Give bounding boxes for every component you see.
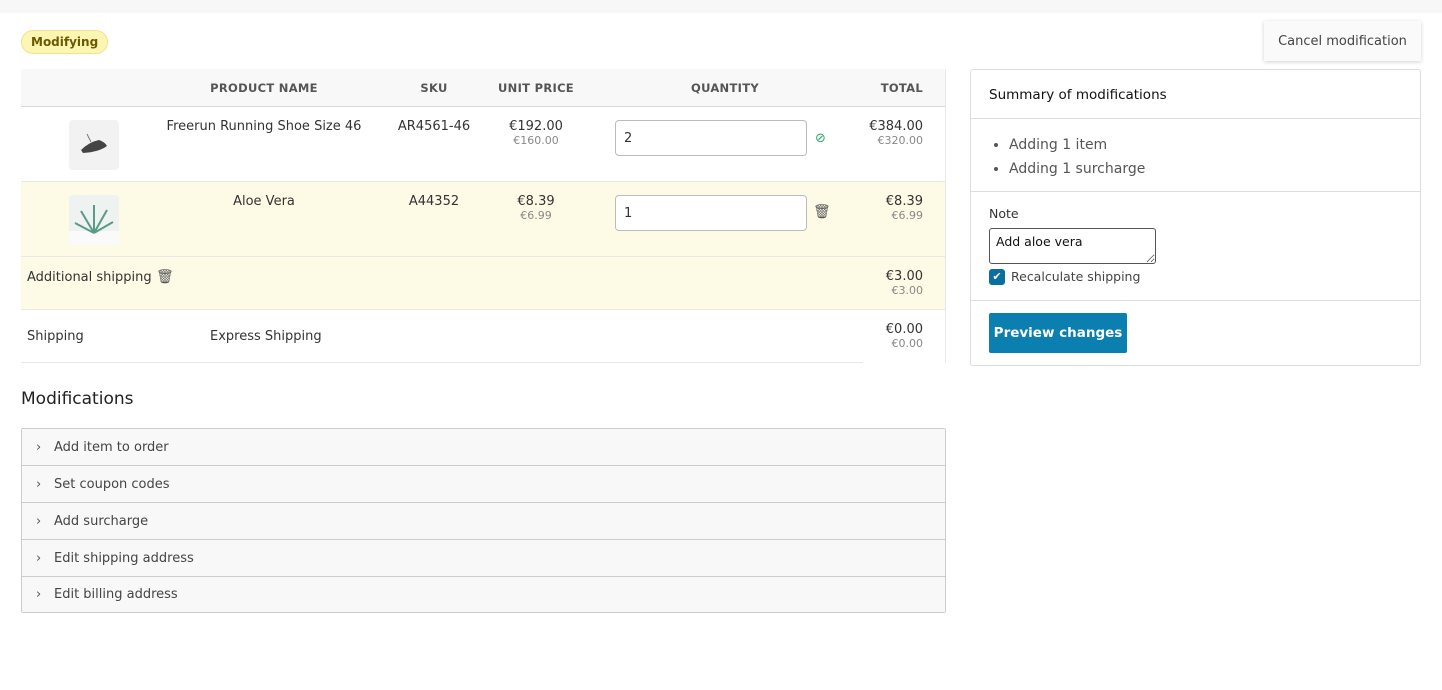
header-quantity: QUANTITY bbox=[691, 81, 759, 95]
shoe-image bbox=[81, 133, 107, 153]
product-name: Aloe Vera bbox=[233, 194, 295, 209]
aloe-image bbox=[69, 205, 119, 245]
quantity-input[interactable] bbox=[615, 120, 807, 156]
product-sku: A44352 bbox=[408, 194, 460, 209]
product-sku: AR4561-46 bbox=[397, 119, 471, 134]
line-total: €384.00 €320.00 bbox=[869, 119, 923, 147]
preview-section: Preview changes bbox=[971, 301, 1420, 365]
top-bar bbox=[0, 0, 1442, 13]
total-gross: €384.00 bbox=[869, 119, 923, 134]
cancel-modification-button[interactable]: Cancel modification bbox=[1264, 21, 1421, 61]
summary-list: Adding 1 item Adding 1 surcharge bbox=[971, 119, 1420, 192]
summary-item: Adding 1 item bbox=[1009, 133, 1145, 157]
accordion-label: Add item to order bbox=[54, 440, 169, 455]
note-section: Note Add aloe vera ✔ Recalculate shippin… bbox=[971, 192, 1420, 301]
total-net: €3.00 bbox=[891, 284, 924, 297]
preview-changes-button[interactable]: Preview changes bbox=[989, 313, 1127, 353]
summary-panel: Summary of modifications Adding 1 item A… bbox=[970, 69, 1421, 366]
divider bbox=[21, 362, 863, 363]
modifications-accordion: › Add item to order › Set coupon codes › Ad… bbox=[21, 428, 946, 613]
surcharge-row: Additional shipping 🗑︎ €3.00 €3.00 bbox=[21, 257, 945, 310]
note-textarea[interactable]: Add aloe vera bbox=[989, 228, 1156, 264]
recalculate-shipping-checkbox[interactable]: ✔ bbox=[989, 269, 1005, 285]
summary-item: Adding 1 surcharge bbox=[1009, 157, 1145, 181]
unit-price-gross: €8.39 bbox=[517, 194, 555, 209]
unit-price-net: €6.99 bbox=[520, 209, 552, 222]
summary-title: Summary of modifications bbox=[989, 87, 1167, 103]
total-net: €320.00 bbox=[877, 134, 924, 147]
product-thumbnail-shoe bbox=[69, 120, 119, 170]
line-total: €8.39 €6.99 bbox=[886, 194, 923, 222]
surcharge-label: Additional shipping bbox=[27, 270, 152, 285]
product-thumbnail-aloe bbox=[69, 195, 119, 245]
total-net: €6.99 bbox=[891, 209, 924, 222]
note-label: Note bbox=[989, 206, 1019, 221]
accordion-shipping-address[interactable]: › Edit shipping address bbox=[22, 540, 945, 577]
chevron-right-icon: › bbox=[36, 440, 42, 455]
shipping-row: Shipping Express Shipping €0.00 €0.00 bbox=[21, 310, 945, 363]
header-product-name: PRODUCT NAME bbox=[210, 81, 318, 95]
check-circle-icon: ⊘ bbox=[815, 131, 826, 146]
total-gross: €3.00 bbox=[885, 269, 923, 284]
shipping-total: €0.00 €0.00 bbox=[886, 322, 923, 350]
surcharge-total: €3.00 €3.00 bbox=[886, 269, 923, 297]
total-gross: €0.00 bbox=[885, 322, 923, 337]
accordion-label: Add surcharge bbox=[54, 514, 149, 529]
summary-header: Summary of modifications bbox=[971, 70, 1420, 119]
chevron-right-icon: › bbox=[36, 587, 42, 602]
trash-icon[interactable]: 🗑︎ bbox=[813, 204, 831, 220]
table-row: Aloe Vera A44352 €8.39€6.99 🗑︎ €8.39€6.9… bbox=[21, 182, 945, 257]
table-row: Freerun Running Shoe Size 46 AR4561-46 €… bbox=[21, 107, 945, 182]
accordion-label: Edit shipping address bbox=[54, 551, 194, 566]
header-unit-price: UNIT PRICE bbox=[498, 81, 574, 95]
unit-price-gross: €192.00 bbox=[509, 119, 563, 134]
product-name: Freerun Running Shoe Size 46 bbox=[166, 119, 362, 134]
unit-price: €192.00 €160.00 bbox=[486, 119, 586, 147]
modifications-title: Modifications bbox=[21, 389, 134, 409]
divider bbox=[945, 69, 946, 363]
order-lines-table: PRODUCT NAME SKU UNIT PRICE QUANTITY TOT… bbox=[21, 69, 945, 363]
status-badge: Modifying bbox=[21, 30, 109, 54]
header-total: TOTAL bbox=[880, 81, 923, 95]
total-gross: €8.39 bbox=[885, 194, 923, 209]
header-sku: SKU bbox=[420, 81, 448, 95]
accordion-billing-address[interactable]: › Edit billing address bbox=[22, 577, 945, 612]
accordion-add-surcharge[interactable]: › Add surcharge bbox=[22, 503, 945, 540]
chevron-right-icon: › bbox=[36, 514, 42, 529]
accordion-label: Set coupon codes bbox=[54, 477, 170, 492]
accordion-coupon-codes[interactable]: › Set coupon codes bbox=[22, 466, 945, 503]
recalculate-shipping-label: Recalculate shipping bbox=[1011, 269, 1141, 284]
unit-price-net: €160.00 bbox=[513, 134, 559, 147]
shipping-label: Shipping bbox=[27, 329, 84, 344]
trash-icon[interactable]: 🗑︎ bbox=[156, 269, 174, 285]
unit-price: €8.39 €6.99 bbox=[486, 194, 586, 222]
shipping-method: Express Shipping bbox=[210, 329, 322, 344]
chevron-right-icon: › bbox=[36, 551, 42, 566]
total-net: €0.00 bbox=[891, 337, 924, 350]
chevron-right-icon: › bbox=[36, 477, 42, 492]
accordion-label: Edit billing address bbox=[54, 587, 178, 602]
table-header: PRODUCT NAME SKU UNIT PRICE QUANTITY TOT… bbox=[21, 69, 945, 107]
accordion-add-item[interactable]: › Add item to order bbox=[22, 429, 945, 466]
quantity-input[interactable] bbox=[615, 195, 807, 231]
